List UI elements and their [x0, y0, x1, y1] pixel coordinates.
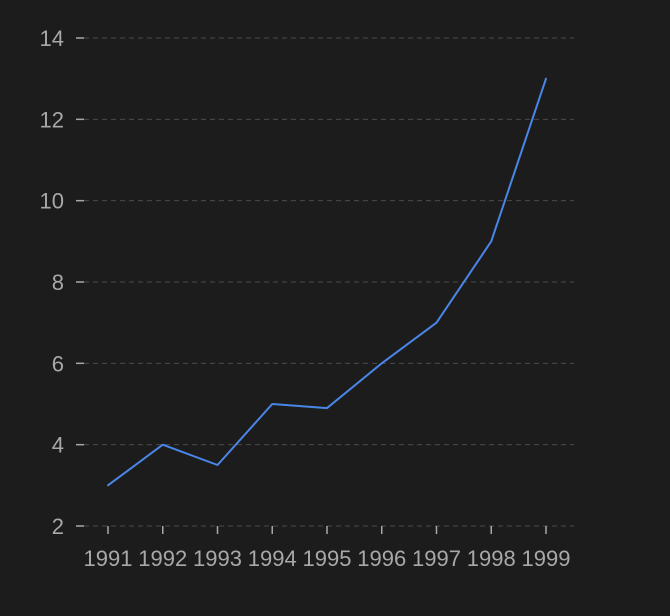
x-tick-label: 1996	[357, 546, 406, 571]
x-tick-label: 1992	[138, 546, 187, 571]
x-tick-label: 1994	[248, 546, 297, 571]
y-tick-label: 14	[40, 26, 64, 51]
x-tick-label: 1997	[412, 546, 461, 571]
y-tick-label: 8	[52, 270, 64, 295]
y-tick-label: 6	[52, 351, 64, 376]
x-tick-label: 1998	[467, 546, 516, 571]
y-tick-label: 4	[52, 433, 64, 458]
y-tick-label: 10	[40, 189, 64, 214]
grid-layer	[84, 37, 574, 527]
x-tick-label: 1993	[193, 546, 242, 571]
x-tick-label: 1991	[84, 546, 133, 571]
series-layer	[107, 77, 547, 487]
y-tick-label: 12	[40, 107, 64, 132]
x-axis: 1991 1992 1993 1994 1995 1996 1997 1998 1999	[84, 526, 571, 571]
x-tick-label: 1995	[303, 546, 352, 571]
x-tick-label: 1999	[522, 546, 571, 571]
y-axis: 2 4 6 8 10 12 14	[40, 26, 84, 539]
y-tick-label: 2	[52, 514, 64, 539]
